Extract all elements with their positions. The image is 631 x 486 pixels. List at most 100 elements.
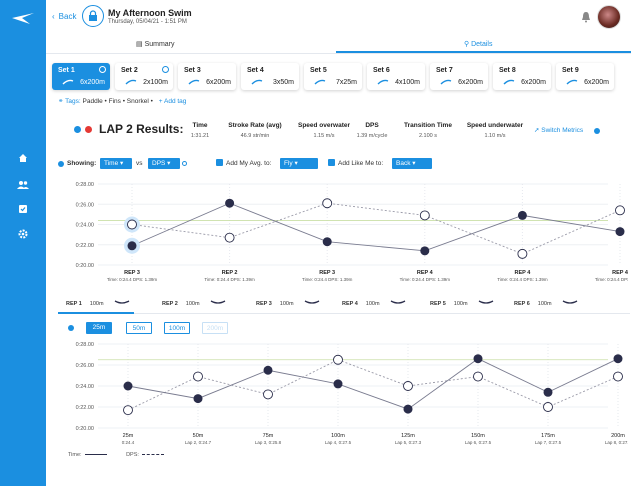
dps-point[interactable] bbox=[613, 371, 623, 382]
back-button[interactable]: ‹ Back bbox=[52, 12, 77, 21]
add-like-label: Add Like Me to: bbox=[338, 160, 384, 167]
set-value: 6x200m bbox=[521, 79, 546, 86]
metric2-select[interactable]: DPS ▾ bbox=[148, 158, 180, 169]
set-card[interactable]: Set 3 6x200m bbox=[178, 63, 236, 90]
time-point[interactable] bbox=[403, 404, 413, 414]
tag-icon: ⚭ bbox=[58, 98, 64, 105]
metric1-select[interactable]: Time ▾ bbox=[100, 158, 132, 169]
x-category-label: REP 4 bbox=[612, 270, 628, 276]
dps-point[interactable] bbox=[263, 389, 273, 400]
set-card[interactable]: Set 1 6x200m bbox=[52, 63, 110, 90]
x-category-label: 100m bbox=[331, 433, 345, 439]
avg-target-select[interactable]: Fly ▾ bbox=[280, 158, 318, 169]
home-icon[interactable] bbox=[16, 152, 30, 164]
set-card[interactable]: Set 2 2x100m bbox=[115, 63, 173, 90]
y-tick-label: 0:22.00 bbox=[76, 405, 94, 411]
users-icon[interactable] bbox=[16, 178, 30, 190]
distance-button[interactable]: 200m bbox=[202, 322, 228, 334]
dps-point[interactable] bbox=[473, 371, 483, 382]
x-sub-label: Time: 0:24.4 DPS: 1.39m bbox=[497, 277, 548, 282]
set-card[interactable]: Set 9 6x200m bbox=[556, 63, 614, 90]
dps-point[interactable] bbox=[224, 232, 235, 243]
set-value: 6x200m bbox=[458, 79, 483, 86]
distance-button[interactable]: 50m bbox=[126, 322, 152, 334]
x-sub-label: Lap 7, 0:27.5 bbox=[535, 440, 562, 445]
lap-blue-dot bbox=[74, 126, 81, 133]
showing-info-icon[interactable] bbox=[58, 161, 64, 167]
time-point[interactable] bbox=[333, 379, 343, 389]
set-card[interactable]: Set 7 6x200m bbox=[430, 63, 488, 90]
dps-point[interactable] bbox=[419, 210, 430, 221]
time-point[interactable] bbox=[123, 381, 133, 391]
y-tick-label: 0:28.00 bbox=[76, 342, 94, 348]
rep-tab[interactable]: REP 1 100m bbox=[66, 299, 130, 307]
set-card[interactable]: Set 6 4x100m bbox=[367, 63, 425, 90]
set-name: Set 9 bbox=[562, 67, 579, 74]
time-point[interactable] bbox=[517, 210, 527, 220]
time-point[interactable] bbox=[473, 354, 483, 364]
time-point[interactable] bbox=[420, 246, 430, 256]
time-point[interactable] bbox=[263, 365, 273, 375]
set-value: 6x200m bbox=[584, 79, 609, 86]
x-sub-label: Time: 0:24.4 DPS: 1.39m bbox=[107, 277, 158, 282]
time-series-line bbox=[127, 358, 619, 410]
distance-info-icon[interactable] bbox=[68, 325, 74, 331]
tab-details[interactable]: ⚲ Details bbox=[464, 41, 493, 48]
dps-point[interactable] bbox=[403, 381, 413, 391]
tab-underline bbox=[336, 51, 631, 53]
stroke-icon bbox=[377, 79, 389, 85]
set-card[interactable]: Set 5 7x25m bbox=[304, 63, 362, 90]
distance-button[interactable]: 100m bbox=[164, 322, 190, 334]
set-card[interactable]: Set 8 6x200m bbox=[493, 63, 551, 90]
dps-point[interactable] bbox=[615, 205, 625, 216]
rep-tab[interactable]: REP 3 100m bbox=[256, 299, 320, 307]
time-point[interactable] bbox=[127, 241, 137, 251]
tab-summary[interactable]: ▤ Summary bbox=[136, 41, 175, 48]
time-point[interactable] bbox=[543, 387, 553, 397]
stroke-icon bbox=[62, 79, 74, 85]
rep-tab[interactable]: REP 4 100m bbox=[342, 299, 406, 307]
dps-point[interactable] bbox=[517, 248, 528, 259]
dps-point[interactable] bbox=[123, 405, 133, 416]
metric-transition-time: Transition Time 2.100 s bbox=[404, 122, 452, 139]
distance-buttons: 25m 50m 100m 200m bbox=[66, 322, 266, 336]
time-point[interactable] bbox=[225, 198, 235, 208]
metric-info-icon[interactable] bbox=[182, 161, 187, 166]
rep-tab[interactable]: REP 2 100m bbox=[162, 299, 226, 307]
x-category-label: 125m bbox=[401, 433, 415, 439]
set-value: 3x50m bbox=[272, 79, 294, 86]
switch-metrics-button[interactable]: ➚ Switch Metrics bbox=[534, 127, 584, 134]
stroke-icon bbox=[125, 79, 137, 85]
set-name: Set 2 bbox=[121, 67, 138, 74]
lap-red-dot bbox=[85, 126, 92, 133]
y-tick-label: 0:22.00 bbox=[76, 243, 94, 249]
dps-point[interactable] bbox=[543, 402, 553, 412]
avatar[interactable] bbox=[597, 5, 621, 29]
bell-icon[interactable] bbox=[580, 11, 592, 23]
time-point[interactable] bbox=[322, 237, 332, 247]
dps-point[interactable] bbox=[333, 354, 343, 365]
like-target-select[interactable]: Back ▾ bbox=[392, 158, 432, 169]
settings-icon[interactable] bbox=[16, 228, 30, 240]
tasks-icon[interactable] bbox=[16, 203, 30, 215]
add-like-checkbox[interactable] bbox=[328, 159, 335, 166]
dps-point[interactable] bbox=[127, 219, 137, 230]
add-tag-button[interactable]: + Add tag bbox=[158, 98, 187, 105]
y-tick-label: 0:28.00 bbox=[76, 182, 94, 188]
set-card[interactable]: Set 4 3x50m bbox=[241, 63, 299, 90]
rep-tab[interactable]: REP 5 100m bbox=[430, 299, 494, 307]
time-point[interactable] bbox=[615, 227, 625, 237]
set-list: Set 1 6x200m Set 2 2x100m Set 3 6x200m Set 4 3x… bbox=[52, 63, 627, 91]
time-point[interactable] bbox=[613, 354, 623, 364]
add-avg-checkbox[interactable] bbox=[216, 159, 223, 166]
logo-icon bbox=[12, 13, 34, 24]
distance-button[interactable]: 25m bbox=[86, 322, 112, 334]
time-point[interactable] bbox=[193, 394, 203, 404]
dps-point[interactable] bbox=[322, 198, 333, 209]
dps-point[interactable] bbox=[193, 371, 203, 382]
set-value: 6x200m bbox=[80, 79, 105, 86]
rep-tab[interactable]: REP 6 100m bbox=[514, 299, 578, 307]
set-value: 2x100m bbox=[143, 79, 168, 86]
info-icon[interactable] bbox=[594, 128, 600, 134]
x-category-label: 200m bbox=[611, 433, 625, 439]
